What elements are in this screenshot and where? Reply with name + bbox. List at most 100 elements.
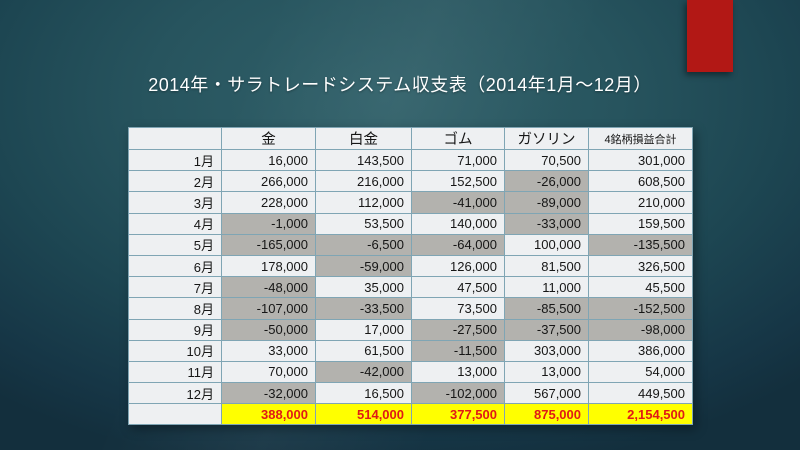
value-cell: -42,000 xyxy=(315,360,412,384)
value-cell: 54,000 xyxy=(588,360,693,384)
table-row: 4月 -1,000 53,500 140,000 -33,000 159,500 xyxy=(128,212,693,235)
value-cell: -1,000 xyxy=(221,212,316,235)
total-value-cell: 388,000 xyxy=(221,403,316,426)
value-cell: -48,000 xyxy=(221,276,316,299)
value-cell: 17,000 xyxy=(315,318,412,341)
value-cell: 216,000 xyxy=(315,170,412,193)
value-cell: 100,000 xyxy=(504,233,589,256)
month-label: 12月 xyxy=(128,382,222,405)
header-platinum: 白金 xyxy=(315,127,412,150)
total-value-cell: 377,500 xyxy=(411,403,505,426)
value-cell: 16,500 xyxy=(315,382,412,405)
value-cell: -165,000 xyxy=(221,233,316,256)
value-cell: -33,000 xyxy=(504,212,589,235)
month-label: 6月 xyxy=(128,254,222,278)
value-cell: -85,500 xyxy=(504,297,589,320)
month-label: 1月 xyxy=(128,148,222,172)
value-cell: -27,500 xyxy=(411,318,505,341)
header-gasoline: ガソリン xyxy=(504,127,589,150)
header-rubber: ゴム xyxy=(411,127,505,150)
value-cell: -135,500 xyxy=(588,233,693,256)
value-cell: 126,000 xyxy=(411,254,505,278)
value-cell: -6,500 xyxy=(315,233,412,256)
value-cell: 143,500 xyxy=(315,148,412,172)
value-cell: 53,500 xyxy=(315,212,412,235)
value-cell: -64,000 xyxy=(411,233,505,256)
value-cell: 70,000 xyxy=(221,360,316,384)
value-cell: 152,500 xyxy=(411,170,505,193)
month-label: 11月 xyxy=(128,360,222,384)
value-cell: -41,000 xyxy=(411,191,505,214)
value-cell: 61,500 xyxy=(315,339,412,362)
total-row: 388,000 514,000 377,500 875,000 2,154,500 xyxy=(128,403,693,426)
table-row: 12月 -32,000 16,500 -102,000 567,000 449,500 xyxy=(128,382,693,405)
value-cell: -32,000 xyxy=(221,382,316,405)
table-header-row: 金 白金 ゴム ガソリン 4銘柄損益合計 xyxy=(128,127,693,150)
total-value-cell: 875,000 xyxy=(504,403,589,426)
table-body: 1月 16,000 143,500 71,000 70,500 301,000 2月 266,… xyxy=(128,148,693,426)
month-label: 3月 xyxy=(128,191,222,214)
table-row: 2月 266,000 216,000 152,500 -26,000 608,500 xyxy=(128,170,693,193)
value-cell: -152,500 xyxy=(588,297,693,320)
value-cell: 386,000 xyxy=(588,339,693,362)
total-value-cell: 514,000 xyxy=(315,403,412,426)
header-total: 4銘柄損益合計 xyxy=(588,127,693,150)
month-label: 4月 xyxy=(128,212,222,235)
value-cell: -26,000 xyxy=(504,170,589,193)
value-cell: 13,000 xyxy=(504,360,589,384)
value-cell: 303,000 xyxy=(504,339,589,362)
value-cell: -37,500 xyxy=(504,318,589,341)
value-cell: 178,000 xyxy=(221,254,316,278)
value-cell: 266,000 xyxy=(221,170,316,193)
profit-loss-table: 金 白金 ゴム ガソリン 4銘柄損益合計 1月 16,000 143,500 71,0… xyxy=(128,127,693,426)
value-cell: -98,000 xyxy=(588,318,693,341)
header-gold: 金 xyxy=(221,127,316,150)
value-cell: -33,500 xyxy=(315,297,412,320)
red-accent-tab xyxy=(687,0,733,72)
month-label: 9月 xyxy=(128,318,222,341)
value-cell: -102,000 xyxy=(411,382,505,405)
table-row: 5月 -165,000 -6,500 -64,000 100,000 -135,500 xyxy=(128,233,693,256)
table-row: 6月 178,000 -59,000 126,000 81,500 326,500 xyxy=(128,254,693,278)
value-cell: 567,000 xyxy=(504,382,589,405)
month-label: 7月 xyxy=(128,276,222,299)
month-label: 10月 xyxy=(128,339,222,362)
value-cell: 608,500 xyxy=(588,170,693,193)
value-cell: 112,000 xyxy=(315,191,412,214)
slide-title: 2014年・サラトレードシステム収支表（2014年1月～12月） xyxy=(148,75,652,95)
value-cell: 73,500 xyxy=(411,297,505,320)
table-row: 3月 228,000 112,000 -41,000 -89,000 210,000 xyxy=(128,191,693,214)
value-cell: -59,000 xyxy=(315,254,412,278)
value-cell: 159,500 xyxy=(588,212,693,235)
value-cell: 71,000 xyxy=(411,148,505,172)
value-cell: 35,000 xyxy=(315,276,412,299)
value-cell: 45,500 xyxy=(588,276,693,299)
value-cell: 210,000 xyxy=(588,191,693,214)
table-row: 8月 -107,000 -33,500 73,500 -85,500 -152,500 xyxy=(128,297,693,320)
total-label xyxy=(128,403,222,426)
table-row: 1月 16,000 143,500 71,000 70,500 301,000 xyxy=(128,148,693,172)
month-label: 8月 xyxy=(128,297,222,320)
value-cell: 140,000 xyxy=(411,212,505,235)
table-row: 9月 -50,000 17,000 -27,500 -37,500 -98,000 xyxy=(128,318,693,341)
value-cell: 449,500 xyxy=(588,382,693,405)
table-row: 10月 33,000 61,500 -11,500 303,000 386,000 xyxy=(128,339,693,362)
value-cell: 301,000 xyxy=(588,148,693,172)
value-cell: 11,000 xyxy=(504,276,589,299)
value-cell: -50,000 xyxy=(221,318,316,341)
table-row: 7月 -48,000 35,000 47,500 11,000 45,500 xyxy=(128,276,693,299)
value-cell: 81,500 xyxy=(504,254,589,278)
header-month xyxy=(128,127,222,150)
value-cell: 70,500 xyxy=(504,148,589,172)
value-cell: 228,000 xyxy=(221,191,316,214)
value-cell: 16,000 xyxy=(221,148,316,172)
value-cell: 47,500 xyxy=(411,276,505,299)
value-cell: 326,500 xyxy=(588,254,693,278)
value-cell: -89,000 xyxy=(504,191,589,214)
value-cell: -11,500 xyxy=(411,339,505,362)
month-label: 5月 xyxy=(128,233,222,256)
value-cell: -107,000 xyxy=(221,297,316,320)
table-row: 11月 70,000 -42,000 13,000 13,000 54,000 xyxy=(128,360,693,384)
total-value-cell: 2,154,500 xyxy=(588,403,693,426)
